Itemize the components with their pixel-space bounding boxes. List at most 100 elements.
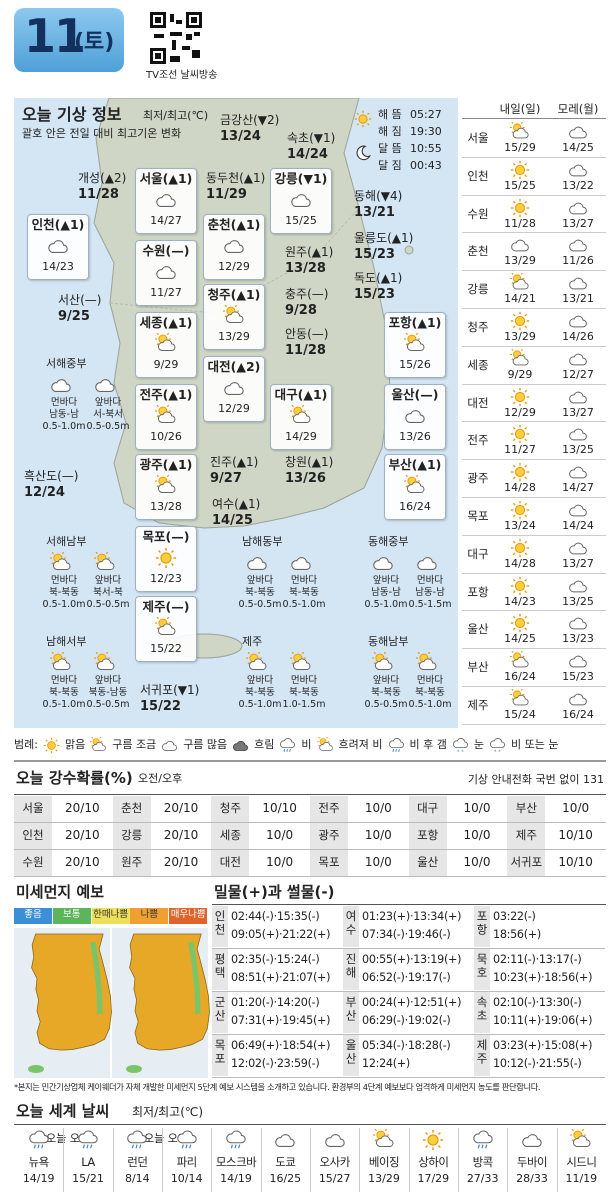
precip-city: 청주 (219, 801, 241, 815)
tide-time: 06:29(-)·19:02(-) (362, 1014, 451, 1027)
tide-place: 묵호 (475, 953, 489, 980)
city-temp: 12/29 (218, 260, 250, 273)
tide-time: 10:11(+)·19:06(+) (493, 1014, 593, 1027)
city-label-temp: 11/28 (78, 187, 119, 202)
precip-city: 제주 (515, 828, 537, 842)
weather-icon (510, 462, 530, 483)
sea-area-name: 제주 (242, 635, 263, 648)
sea-wave: 0.5-1.0m (42, 699, 86, 710)
forecast-temp: 14/24 (562, 519, 594, 532)
sea-wind: 북-북동 (371, 687, 401, 698)
forecast-row-line (462, 308, 606, 309)
weather-icon (422, 1129, 445, 1151)
world-divider (409, 1128, 410, 1192)
tide-place: 진해 (344, 953, 358, 980)
legend-item: 비 또는 눈 (511, 738, 559, 752)
world-temp: 15/21 (72, 1172, 104, 1185)
sea-wind: 남동-남 (49, 409, 79, 420)
forecast-temp: 13/29 (504, 254, 536, 268)
weather-icon (77, 1129, 99, 1151)
tide-place: 제주 (475, 1039, 489, 1066)
tide-place-cell (212, 906, 228, 947)
weather-icon (404, 405, 426, 427)
dust-level: 한때나쁨 (93, 909, 129, 920)
forecast-temp: 16/24 (562, 708, 594, 721)
weather-icon (568, 387, 588, 407)
precip-city: 춘천 (121, 801, 143, 815)
forecast-row-line (462, 195, 606, 196)
weather-icon (94, 374, 116, 396)
tide-time: 09:05(+)·21:22(+) (231, 928, 331, 941)
precip-city: 인천 (22, 828, 44, 842)
forecast-row-line (462, 384, 606, 385)
precip-phone: 기상 안내전화 국번 없이 131 (467, 773, 604, 786)
precip-city-cell (14, 796, 52, 822)
forecast-temp: 12/29 (504, 405, 536, 419)
weather-icon (161, 737, 178, 754)
weather-icon (317, 737, 334, 754)
forecast-temp: 15/23 (562, 670, 594, 684)
legend-item: 눈 (473, 738, 485, 752)
precip-city: 목포 (318, 855, 340, 869)
city-label-name: 안동(—) (285, 327, 329, 341)
legend-item: 비 (301, 738, 312, 752)
sea-zone: 앞바다 (94, 575, 122, 586)
forecast-row-line (462, 573, 606, 574)
world-city: 오사카 (319, 1155, 351, 1169)
tide-place: 울산 (344, 1039, 358, 1066)
weather-icon (356, 145, 371, 161)
legend-item: 맑음 (64, 738, 86, 752)
sea-wave: 0.5-1.5m (408, 599, 452, 610)
weather-icon (568, 273, 588, 293)
city-label-temp: 11/28 (285, 343, 326, 358)
world-title: 오늘 세계 날씨 (16, 1102, 110, 1120)
sea-wave: 0.5-0.5m (238, 599, 282, 610)
weather-icon (416, 552, 438, 574)
precip-city-cell (112, 823, 151, 849)
city-temp: 12/23 (150, 572, 182, 585)
precip-city: 울산 (417, 855, 439, 869)
city-name: 전주(▲1) (139, 387, 193, 402)
tide-time: 06:49(+)·18:54(+) (231, 1039, 331, 1052)
legend-item: 구름 많음 (183, 738, 228, 752)
weather-icon (510, 273, 530, 293)
tide-row-line (474, 948, 605, 949)
dust-level-bg (169, 908, 208, 924)
sea-wave: 0.5-1.0m (364, 599, 408, 610)
tide-place: 인천 (213, 910, 227, 937)
world-temp: 14/19 (220, 1172, 252, 1185)
dust-level-bg (91, 908, 130, 924)
weather-icon (568, 500, 588, 520)
weather-icon (510, 311, 530, 331)
forecast-city: 세종 (467, 357, 489, 372)
sea-wave: 0.5-0.5m (364, 699, 408, 710)
sea-area-name: 남해서부 (46, 635, 87, 648)
date-weekday: (토) (74, 30, 115, 55)
tide-row-line (343, 948, 474, 949)
precip-value: 10/0 (562, 801, 590, 815)
forecast-row-line (462, 157, 606, 158)
weather-icon (568, 613, 588, 633)
weather-icon (568, 122, 588, 142)
weather-icon (373, 1129, 395, 1151)
world-temp: 27/33 (466, 1172, 499, 1185)
dust-level-bg (130, 908, 169, 924)
precip-city-cell (507, 823, 546, 849)
tide-place: 포항 (475, 910, 489, 937)
world-city: 파리 (176, 1155, 198, 1169)
legend-item: 흐림 (254, 738, 275, 752)
tide-row-line (474, 991, 605, 992)
city-label-temp: 9/25 (58, 309, 90, 324)
city-label-temp: 15/23 (354, 287, 395, 302)
world-temp: 28/33 (516, 1172, 548, 1185)
forecast-city: 청주 (467, 320, 489, 334)
date-day: 11 (24, 9, 86, 63)
weather-icon (246, 552, 268, 574)
forecast-temp: 13/21 (562, 292, 594, 306)
weather-icon (28, 1129, 50, 1151)
forecast-city: 춘천 (467, 244, 489, 259)
dust-map-label: 오늘 오전 (46, 1132, 90, 1145)
forecast-row-line (462, 724, 606, 725)
tide-row-line (343, 991, 474, 992)
tide-time: 08:51(+)·21:07(+) (231, 971, 331, 984)
